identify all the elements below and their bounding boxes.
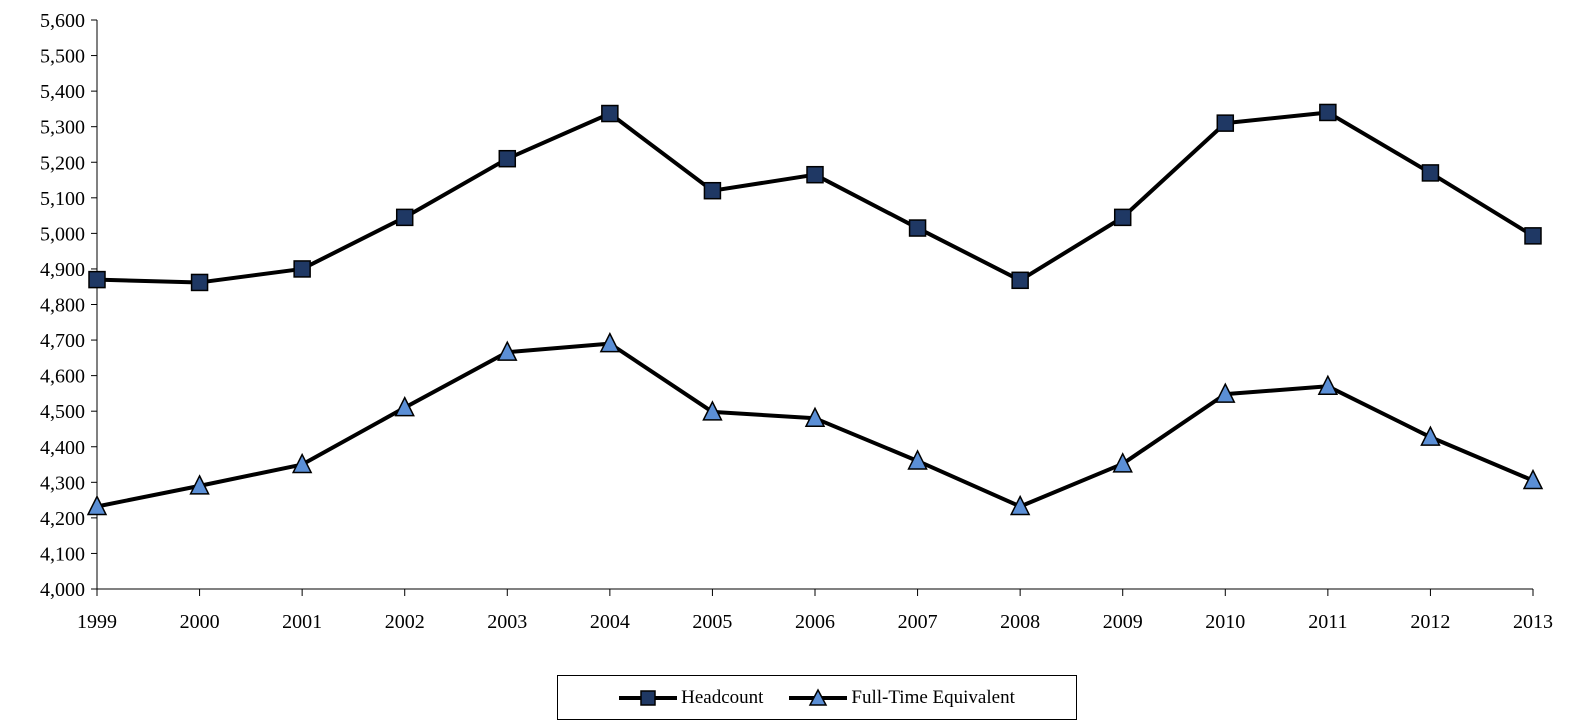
legend-triangle-marker-icon: [789, 687, 848, 706]
data-point: [1215, 382, 1236, 403]
data-point: [806, 165, 824, 184]
series-layer: [86, 103, 1544, 516]
data-point: [804, 406, 826, 428]
legend-item-fte: Full-Time Equivalent: [789, 686, 1015, 709]
x-tick-label: 2003: [487, 611, 527, 633]
data-point: [599, 331, 621, 353]
series-line: [96, 110, 1535, 285]
data-point: [1113, 208, 1132, 227]
x-tick-label: 2011: [1308, 611, 1347, 633]
y-tick-label: 5,300: [40, 117, 85, 139]
x-tick-label: 2012: [1410, 611, 1450, 633]
data-point: [1011, 271, 1029, 290]
x-tick-label: 2007: [898, 611, 938, 633]
y-axis-ticks: 4,000 4,100 4,200 4,300 4,400 4,500 4,600 4,700…: [40, 10, 97, 601]
series-0: [88, 103, 1542, 292]
y-tick-label: 5,100: [40, 188, 85, 210]
legend-item-headcount: Headcount: [619, 687, 763, 709]
x-tick-label: 2013: [1513, 611, 1553, 633]
x-tick-label: 2008: [1000, 611, 1040, 633]
y-tick-label: 4,800: [40, 295, 85, 317]
legend: Headcount Full-Time Equivalent: [557, 675, 1077, 720]
x-tick-label: 2000: [180, 611, 220, 633]
x-tick-label: 1999: [77, 611, 117, 633]
x-tick-label: 2006: [795, 611, 835, 633]
x-tick-label: 2010: [1205, 611, 1245, 633]
y-tick-label: 4,900: [40, 259, 85, 281]
data-point: [88, 270, 106, 289]
data-point: [1317, 374, 1339, 396]
y-tick-label: 4,500: [40, 401, 85, 423]
y-tick-label: 5,000: [40, 223, 85, 245]
x-tick-label: 2002: [385, 611, 425, 633]
data-point: [907, 449, 928, 470]
data-point: [189, 474, 210, 495]
data-point: [293, 260, 311, 278]
data-point: [1112, 452, 1133, 473]
data-point: [497, 340, 518, 361]
data-point: [1216, 114, 1235, 132]
legend-label-fte: Full-Time Equivalent: [851, 686, 1015, 708]
y-tick-label: 4,700: [40, 330, 85, 352]
data-point: [395, 208, 414, 227]
y-tick-label: 5,600: [40, 10, 85, 32]
y-tick-label: 4,400: [40, 437, 85, 459]
data-point: [601, 104, 619, 123]
data-point: [908, 219, 927, 237]
data-point: [702, 400, 723, 421]
y-tick-label: 4,200: [40, 508, 85, 530]
y-tick-label: 4,600: [40, 366, 85, 388]
data-point: [498, 149, 517, 168]
line-chart: 4,000 4,100 4,200 4,300 4,400 4,500 4,600 4,700…: [40, 10, 1553, 633]
data-point: [1421, 164, 1440, 182]
data-point: [291, 452, 313, 474]
y-tick-label: 5,500: [40, 46, 85, 68]
y-tick-label: 4,100: [40, 543, 85, 565]
x-tick-label: 2009: [1103, 611, 1143, 633]
data-point: [1522, 468, 1544, 490]
data-point: [190, 273, 209, 292]
data-point: [703, 181, 722, 200]
y-tick-label: 4,300: [40, 472, 85, 494]
data-point: [1319, 103, 1337, 122]
data-point: [1420, 425, 1441, 446]
y-tick-label: 4,000: [40, 579, 85, 601]
legend-label-headcount: Headcount: [681, 686, 764, 708]
x-axis-ticks: 1999 2000 2001 2002 2003 2004 2005 2006 2007 2008…: [77, 589, 1553, 633]
legend-square-marker-icon: [619, 689, 678, 706]
data-point: [394, 395, 415, 417]
data-point: [86, 494, 108, 516]
data-point: [1524, 227, 1542, 245]
series-1: [86, 331, 1544, 516]
x-tick-label: 2004: [590, 611, 630, 633]
y-tick-label: 5,400: [40, 81, 85, 103]
x-tick-label: 2001: [282, 611, 322, 633]
x-tick-label: 2005: [692, 611, 732, 633]
y-tick-label: 5,200: [40, 152, 85, 174]
data-point: [1009, 494, 1031, 516]
